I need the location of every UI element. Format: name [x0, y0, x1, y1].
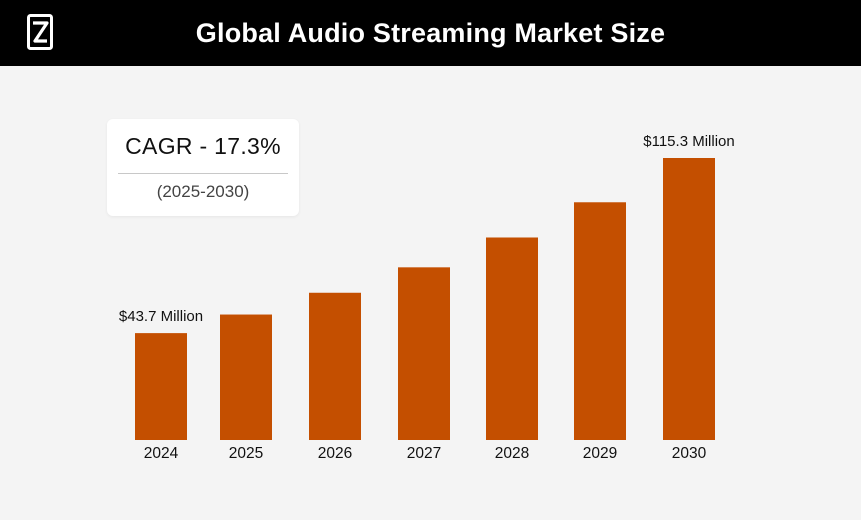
brand-logo-icon — [27, 14, 53, 50]
data-label-2030: $115.3 Million — [643, 133, 734, 150]
cagr-card: CAGR - 17.3% (2025-2030) — [107, 119, 299, 216]
bar-2029 — [574, 202, 626, 440]
x-tick-label: 2028 — [495, 445, 529, 462]
x-tick-label: 2026 — [318, 445, 352, 462]
bar-2025 — [220, 314, 272, 440]
cagr-divider — [118, 173, 288, 174]
cagr-value: CAGR - 17.3% — [125, 133, 281, 159]
bar-2030 — [663, 158, 715, 440]
data-label-2024: $43.7 Million — [119, 308, 203, 325]
bar-2024 — [135, 333, 187, 440]
x-tick-label: 2027 — [407, 445, 441, 462]
bar-2027 — [398, 267, 450, 440]
x-tick-label: 2024 — [144, 445, 179, 462]
x-tick-label: 2025 — [229, 445, 263, 462]
cagr-period: (2025-2030) — [156, 182, 250, 201]
x-tick-label: 2030 — [672, 445, 707, 462]
header-bar: Global Audio Streaming Market Size — [0, 0, 861, 66]
x-tick-label: 2029 — [583, 445, 617, 462]
bar-2026 — [309, 292, 361, 440]
page-title: Global Audio Streaming Market Size — [195, 17, 666, 48]
bar-2028 — [486, 237, 538, 440]
